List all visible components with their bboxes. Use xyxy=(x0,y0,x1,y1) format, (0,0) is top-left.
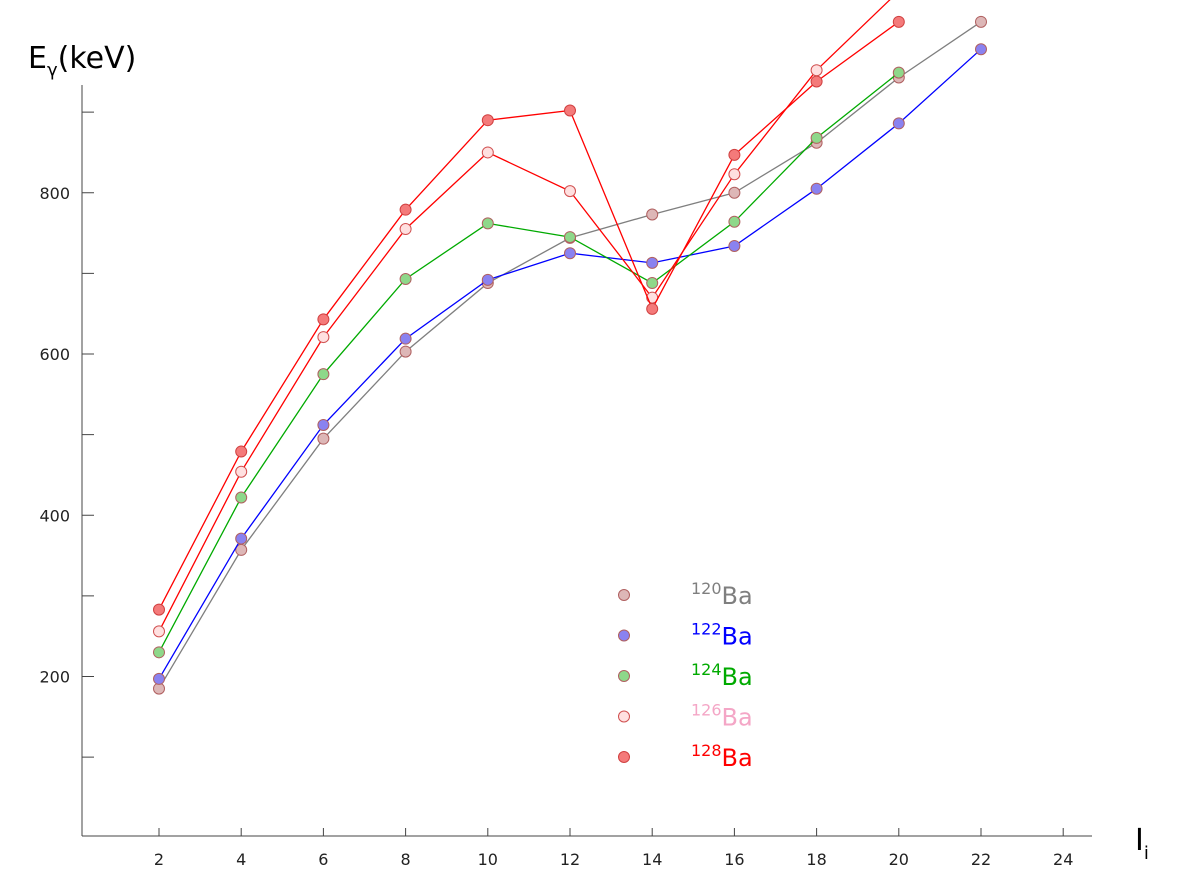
series-line xyxy=(158,21,900,610)
legend-mass-number: 120 xyxy=(691,579,722,598)
x-tick-label: 24 xyxy=(1053,850,1073,869)
series-128Ba xyxy=(153,15,905,616)
data-point xyxy=(810,75,823,88)
data-point xyxy=(481,217,494,230)
data-point xyxy=(810,131,823,144)
x-tick-label: 6 xyxy=(318,850,328,869)
data-point xyxy=(810,182,823,195)
legend-entry: 122Ba xyxy=(691,620,753,651)
data-point xyxy=(892,15,905,28)
legend-entry: 126Ba xyxy=(691,701,753,732)
data-point xyxy=(317,313,330,326)
x-axis-title: Ii xyxy=(1135,823,1149,864)
data-point xyxy=(810,64,823,77)
legend-mass-number: 126 xyxy=(691,701,722,720)
data-point xyxy=(153,646,165,659)
series-120Ba xyxy=(153,15,987,695)
x-tick-label: 18 xyxy=(806,850,826,869)
legend-element: Ba xyxy=(722,704,753,732)
data-point xyxy=(728,148,741,161)
data-point xyxy=(728,186,741,199)
x-tick-label: 10 xyxy=(478,850,498,869)
data-point xyxy=(153,603,165,616)
series-layer xyxy=(153,0,987,695)
data-point xyxy=(153,625,165,638)
legend-marker xyxy=(618,589,630,601)
series-122Ba xyxy=(153,43,987,685)
data-point xyxy=(399,223,412,236)
data-point xyxy=(892,66,905,79)
data-point xyxy=(646,208,659,221)
data-point xyxy=(481,114,494,127)
series-line xyxy=(158,48,982,680)
legend-element: Ba xyxy=(722,744,753,772)
data-point xyxy=(317,331,330,344)
data-point xyxy=(892,117,905,130)
legend-mass-number: 124 xyxy=(691,660,722,679)
data-point xyxy=(399,345,412,358)
y-tick-label: 600 xyxy=(39,345,70,364)
x-tick-label: 4 xyxy=(236,850,246,869)
data-point xyxy=(399,273,412,286)
y-tick-label: 800 xyxy=(39,184,70,203)
data-point xyxy=(646,277,659,290)
y-tick-label: 400 xyxy=(39,506,70,525)
series-line xyxy=(158,72,900,653)
series-line xyxy=(158,21,982,689)
data-point xyxy=(728,239,741,252)
data-point xyxy=(564,104,576,117)
legend-entry: 124Ba xyxy=(691,660,753,691)
legend-element: Ba xyxy=(722,663,753,691)
data-point xyxy=(481,273,494,286)
data-point xyxy=(399,203,412,216)
data-point xyxy=(235,532,248,545)
series-line xyxy=(158,0,891,632)
x-tick-label: 16 xyxy=(724,850,744,869)
x-tick-label: 8 xyxy=(401,850,411,869)
axis-titles: Eγ(keV) Ii xyxy=(28,41,1149,864)
data-point xyxy=(975,43,987,56)
data-point xyxy=(399,332,412,345)
series-126Ba xyxy=(153,0,891,638)
data-point xyxy=(564,231,576,244)
data-point xyxy=(975,15,987,28)
x-tick-label: 2 xyxy=(154,850,164,869)
legend-marker xyxy=(618,670,630,682)
data-point xyxy=(481,146,494,159)
legend-element: Ba xyxy=(722,582,753,610)
series-124Ba xyxy=(153,66,905,659)
legend-marker xyxy=(618,629,630,642)
data-point xyxy=(564,247,576,260)
x-tick-label: 20 xyxy=(889,850,909,869)
legend-marker xyxy=(618,710,630,723)
data-point xyxy=(235,491,248,504)
data-point xyxy=(646,256,659,269)
data-point xyxy=(235,445,248,458)
legend-mass-number: 122 xyxy=(691,620,722,639)
legend-mass-number: 128 xyxy=(691,741,722,760)
data-point xyxy=(317,432,330,445)
legend-marker xyxy=(618,751,630,763)
data-point xyxy=(646,302,659,315)
legend-element: Ba xyxy=(722,623,753,651)
legend-entry: 128Ba xyxy=(691,741,753,772)
data-point xyxy=(153,672,165,685)
data-point xyxy=(317,418,330,431)
x-tick-label: 14 xyxy=(642,850,662,869)
data-point xyxy=(235,465,248,478)
data-point xyxy=(728,168,741,181)
data-point xyxy=(728,215,741,228)
y-axis-title: Eγ(keV) xyxy=(28,41,136,81)
x-tick-label: 12 xyxy=(560,850,580,869)
y-tick-label: 200 xyxy=(39,668,70,687)
x-tick-label: 22 xyxy=(971,850,991,869)
data-point xyxy=(317,368,330,381)
data-point xyxy=(564,185,576,198)
legend-entry: 120Ba xyxy=(691,579,753,610)
